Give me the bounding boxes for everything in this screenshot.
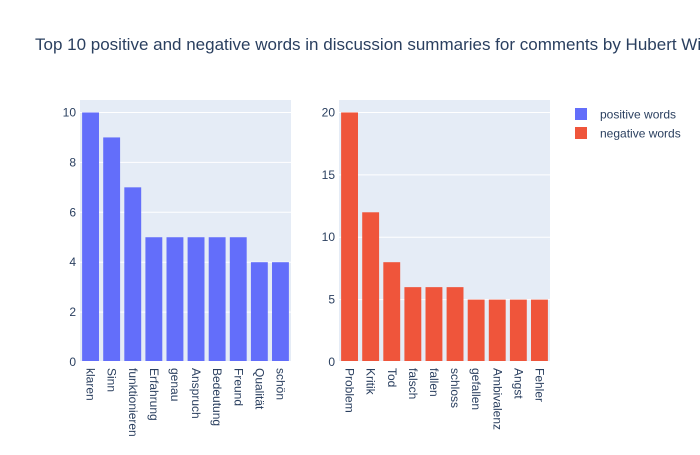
x-tick-label: Problem: [343, 368, 357, 413]
y-tick-label: 0: [328, 355, 335, 369]
x-tick-label: falsch: [406, 368, 420, 399]
bar-Anspruch[interactable]: [187, 237, 205, 362]
bar-Erfahrung[interactable]: [145, 237, 163, 362]
x-tick-label: Freund: [231, 368, 245, 406]
x-tick-label: Bedeutung: [210, 368, 224, 426]
x-tick-label: Tod: [385, 368, 399, 387]
bar-fallen[interactable]: [425, 287, 443, 362]
x-tick-label: Kritik: [364, 368, 378, 396]
bar-Bedeutung[interactable]: [208, 237, 226, 362]
bar-falsch[interactable]: [404, 287, 422, 362]
subplot-2: 0 5 10 15 20 Problem Kritik Tod falsch fallen schl…: [322, 100, 550, 430]
y-tick-label: 15: [322, 168, 336, 182]
y-tick-label: 6: [69, 205, 76, 219]
x-tick-label: Erfahrung: [147, 368, 161, 421]
bar-Freund[interactable]: [229, 237, 247, 362]
bar-Kritik[interactable]: [362, 212, 380, 362]
bar-schön[interactable]: [272, 262, 289, 362]
legend-swatch: [575, 127, 587, 139]
plots-layer: 0 2 4 6 8 10 klaren Sinn funktionieren Erfahrung g…: [63, 100, 550, 437]
bar-Sinn[interactable]: [103, 137, 121, 362]
y-tick-label: 20: [322, 105, 336, 119]
bar-Angst[interactable]: [509, 299, 527, 362]
bar-Problem[interactable]: [341, 112, 358, 362]
bar-Fehler[interactable]: [531, 299, 548, 362]
bar-klaren[interactable]: [82, 112, 99, 362]
legend-item-2[interactable]: negative words: [575, 127, 681, 141]
legend[interactable]: positive words negative words: [575, 108, 681, 141]
subplot-1: 0 2 4 6 8 10 klaren Sinn funktionieren Erfahrung g…: [63, 100, 291, 437]
x-tick-label: Anspruch: [189, 368, 203, 419]
x-tick-label: schloss: [448, 368, 462, 408]
bar-genau[interactable]: [166, 237, 184, 362]
x-tick-label: Qualität: [252, 368, 266, 410]
x-tick-label: fallen: [427, 368, 441, 397]
chart-title: Top 10 positive and negative words in di…: [35, 35, 700, 54]
x-tick-label: genau: [168, 368, 182, 401]
x-tick-label: Fehler: [532, 368, 546, 402]
x-tick-label: gefallen: [469, 368, 483, 410]
bar-schloss[interactable]: [446, 287, 464, 362]
y-tick-label: 10: [322, 230, 336, 244]
bar-Ambivalenz[interactable]: [488, 299, 506, 362]
y-tick-label: 5: [328, 293, 335, 307]
legend-item-1[interactable]: positive words: [575, 108, 676, 122]
legend-label: negative words: [600, 127, 681, 141]
x-tick-label: Angst: [511, 368, 525, 399]
bar-Qualität[interactable]: [250, 262, 268, 362]
x-tick-label: Ambivalenz: [490, 368, 504, 430]
x-tick-label: schön: [273, 368, 287, 400]
bar-funktionieren[interactable]: [124, 187, 142, 362]
x-tick-label: funktionieren: [126, 368, 140, 437]
y-tick-label: 2: [69, 305, 76, 319]
legend-label: positive words: [600, 108, 676, 122]
y-tick-label: 4: [69, 255, 76, 269]
legend-swatch: [575, 108, 587, 120]
y-tick-label: 8: [69, 155, 76, 169]
bar-gefallen[interactable]: [467, 299, 485, 362]
bar-Tod[interactable]: [383, 262, 401, 362]
y-tick-label: 0: [69, 355, 76, 369]
y-tick-label: 10: [63, 105, 77, 119]
x-tick-label: klaren: [84, 368, 98, 401]
x-tick-label: Sinn: [105, 368, 119, 392]
